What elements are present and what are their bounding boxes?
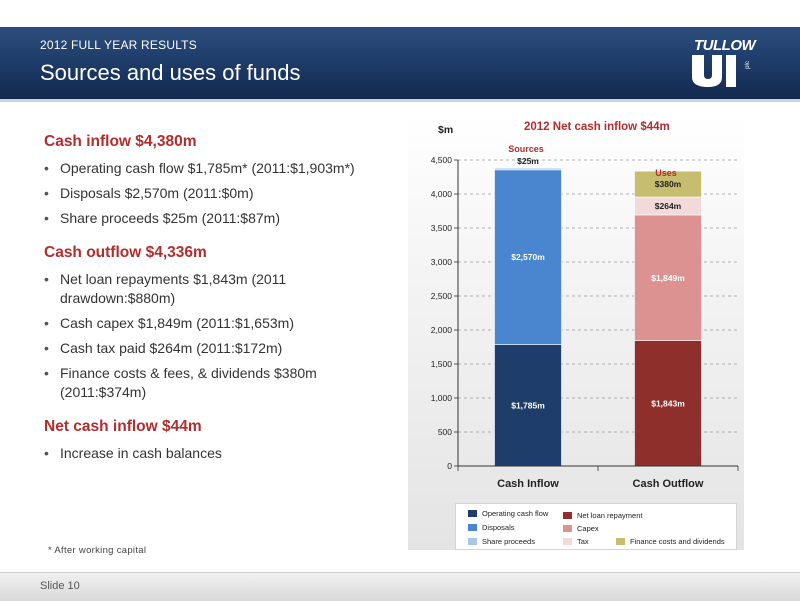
legend-item: Share proceeds (468, 537, 535, 546)
header-divider (0, 99, 800, 102)
chart-panel: 2012 Net cash inflow $44m $m 0 500 1,000 1,50… (408, 115, 744, 550)
bullet-list: Net loan repayments $1,843m (2011 drawdo… (44, 270, 404, 402)
legend-label: Share proceeds (482, 537, 535, 546)
legend-label: Tax (577, 537, 589, 546)
bullet-item: Disposals $2,570m (2011:$0m) (44, 184, 404, 203)
column-annotation: Sources (508, 144, 544, 154)
bullet-item: Increase in cash balances (44, 444, 404, 463)
y-tick-label: 2,000 (431, 325, 453, 335)
y-tick-label: 0 (447, 461, 452, 471)
bar-segment (634, 214, 702, 341)
header-kicker: 2012 FULL YEAR RESULTS (40, 38, 197, 52)
bar-segment (494, 169, 562, 345)
legend-item: Finance costs and dividends (616, 537, 725, 546)
legend-item: Tax (563, 537, 589, 546)
section-net-cash-inflow: Net cash inflow $44m Increase in cash ba… (44, 418, 404, 463)
legend-swatch (563, 538, 572, 545)
bar-segment (494, 167, 562, 171)
section-cash-inflow: Cash inflow $4,380m Operating cash flow … (44, 133, 404, 228)
y-tick-label: 1,500 (431, 359, 453, 369)
x-tick-label: Cash Inflow (497, 478, 559, 490)
tullow-logo: TULLOW plc (688, 37, 760, 89)
legend-swatch (616, 538, 625, 545)
y-tick-label: 1,000 (431, 393, 453, 403)
legend-item: Capex (563, 524, 599, 533)
legend-item: Operating cash flow (468, 509, 548, 518)
bullet-list: Operating cash flow $1,785m* (2011:$1,90… (44, 159, 404, 228)
section-heading: Cash inflow $4,380m (44, 133, 197, 150)
legend-swatch (563, 525, 572, 532)
y-tick-label: 4,000 (431, 189, 453, 199)
data-label: $1,849m (651, 273, 685, 283)
legend-item: Disposals (468, 523, 515, 532)
slide-footer: Slide 10 (0, 572, 800, 601)
sources-uses-chart: 2012 Net cash inflow $44m $m 0 500 1,000 1,50… (431, 121, 739, 490)
y-axis-label: $m (438, 124, 453, 136)
bullet-item: Net loan repayments $1,843m (2011 drawdo… (44, 270, 404, 308)
bar-segment (634, 340, 702, 467)
y-tick-label: 3,000 (431, 257, 453, 267)
data-label: $1,785m (511, 400, 545, 410)
data-label: $2,570m (511, 252, 545, 262)
logo-plc: plc (744, 61, 751, 69)
y-tick-label: 3,500 (431, 223, 453, 233)
legend-label: Finance costs and dividends (630, 537, 725, 546)
slide-header: 2012 FULL YEAR RESULTS Sources and uses … (0, 27, 800, 102)
bar-segment (634, 170, 702, 198)
chart-title: 2012 Net cash inflow $44m (524, 121, 670, 133)
data-label: $25m (517, 156, 539, 166)
legend-swatch (468, 510, 477, 517)
legend-label: Operating cash flow (482, 509, 549, 518)
y-tick-label: 2,500 (431, 291, 453, 301)
section-cash-outflow: Cash outflow $4,336m Net loan repayments… (44, 244, 404, 402)
legend-label: Disposals (482, 523, 515, 532)
chart-legend: Operating cash flow Disposals Share procee… (455, 503, 737, 550)
text-panel: Cash inflow $4,380m Operating cash flow … (44, 133, 404, 479)
x-tick-label: Cash Outflow (633, 478, 704, 490)
bar-segment (494, 344, 562, 467)
bullet-item: Cash tax paid $264m (2011:$172m) (44, 339, 404, 358)
legend-label: Capex (577, 524, 599, 533)
y-tick-label: 4,500 (431, 155, 453, 165)
section-heading: Cash outflow $4,336m (44, 244, 207, 261)
bullet-item: Operating cash flow $1,785m* (2011:$1,90… (44, 159, 404, 178)
data-label: $1,843m (651, 398, 685, 408)
bullet-item: Cash capex $1,849m (2011:$1,653m) (44, 314, 404, 333)
bullet-item: Share proceeds $25m (2011:$87m) (44, 209, 404, 228)
bullet-item: Finance costs & fees, & dividends $380m … (44, 364, 404, 402)
data-label: $264m (655, 201, 682, 211)
tullow-logo-icon (692, 55, 736, 87)
slide-number: Slide 10 (40, 580, 80, 592)
legend-swatch (468, 524, 477, 531)
footnote: * After working capital (48, 545, 147, 556)
legend-swatch (563, 512, 572, 519)
bullet-list: Increase in cash balances (44, 444, 404, 463)
data-label: $380m (655, 179, 682, 189)
logo-wordmark: TULLOW (694, 37, 756, 54)
legend-swatch (468, 538, 477, 545)
section-heading: Net cash inflow $44m (44, 418, 202, 435)
legend-label: Net loan repayment (577, 511, 643, 520)
slide-title: Sources and uses of funds (40, 60, 301, 85)
y-tick-label: 500 (438, 427, 452, 437)
column-annotation: Uses (655, 168, 677, 178)
legend-item: Net loan repayment (563, 511, 642, 520)
